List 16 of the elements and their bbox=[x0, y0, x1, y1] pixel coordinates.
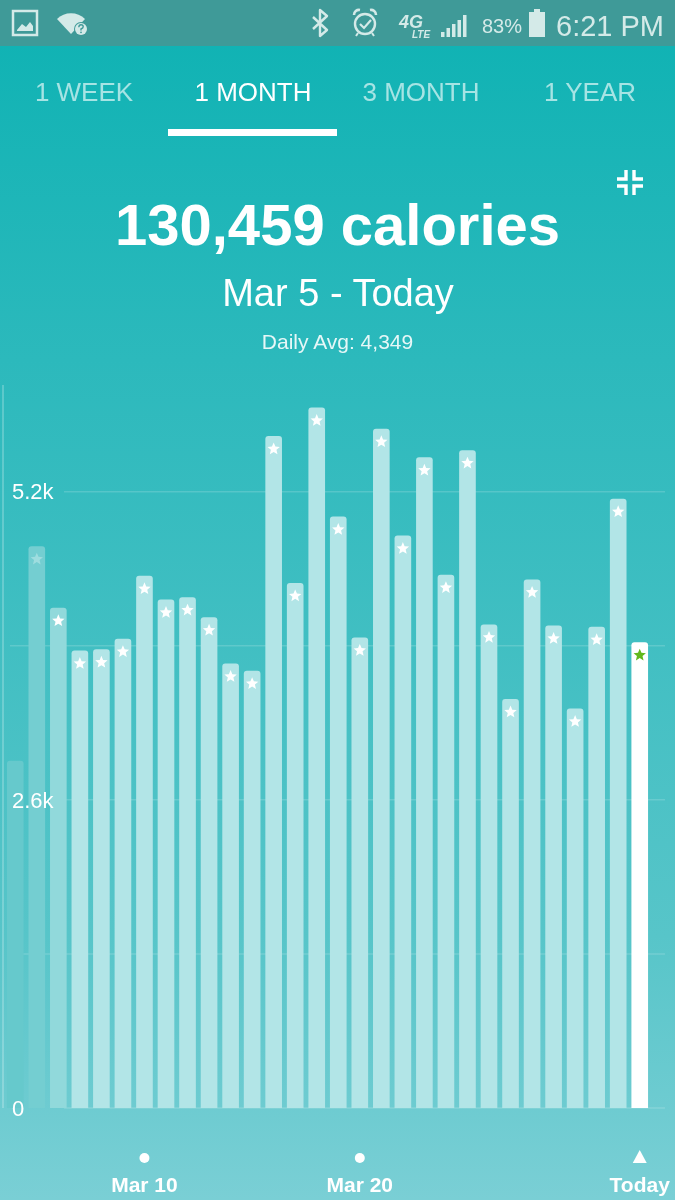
y-tick-label: 2.6k bbox=[12, 787, 55, 813]
text: LTE bbox=[411, 29, 431, 40]
x-tick-label: Today bbox=[609, 1173, 671, 1196]
text: 3 MONTH bbox=[362, 77, 480, 107]
chart-title: 130,459 calories bbox=[114, 192, 561, 257]
text: 1 MONTH bbox=[194, 77, 312, 107]
text: 1 YEAR bbox=[543, 77, 637, 107]
text: 83% bbox=[481, 15, 523, 37]
y-tick-label: 5.2k bbox=[12, 479, 55, 505]
chart-subtitle: Mar 5 - Today bbox=[222, 272, 454, 314]
y-tick-label: 0 bbox=[12, 1095, 25, 1121]
x-tick-label: Mar 10 bbox=[111, 1173, 178, 1196]
x-tick-label: Mar 20 bbox=[326, 1173, 394, 1196]
text: Daily Avg: 4,349 bbox=[261, 330, 414, 353]
text: 6:21 PM bbox=[556, 10, 664, 42]
text: 1 WEEK bbox=[34, 77, 134, 107]
